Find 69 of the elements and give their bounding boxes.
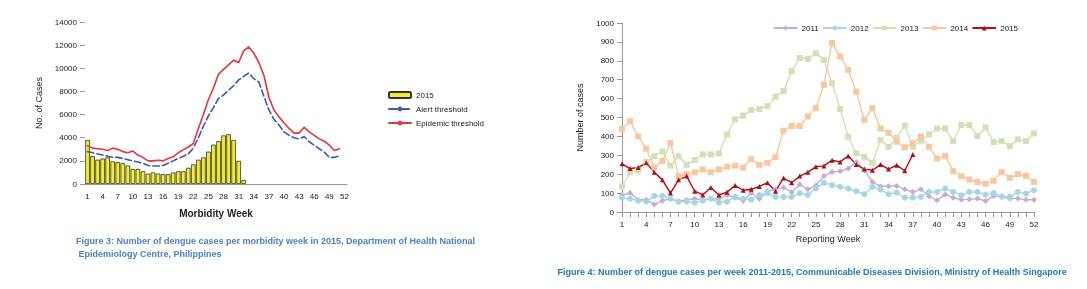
x-tick-label: 37 — [264, 191, 274, 201]
x-tick-label: 43 — [956, 219, 967, 229]
legend-label: 2011 — [801, 23, 820, 33]
x-tick-label: 28 — [219, 191, 229, 201]
y-tick-label: 800 — [600, 56, 615, 66]
y-tick-label: 600 — [600, 94, 615, 104]
y-tick-label: 0 — [609, 207, 615, 217]
x-tick-label: 22 — [787, 219, 797, 229]
legend-label: 2012 — [850, 23, 870, 33]
x-tick-label: 7 — [115, 191, 121, 201]
y-tick-label: 6000 — [59, 110, 78, 120]
x-tick-label: 31 — [859, 219, 870, 229]
x-tick-label: 16 — [738, 219, 749, 229]
caption: Figure 4: Number of dengue cases per week 2011-2015, Communicable Diseases Division, Ministry of Health Singapore — [557, 266, 1067, 277]
x-tick-label: 13 — [143, 191, 153, 201]
x-tick-label: 52 — [340, 191, 350, 201]
x-tick-label: 34 — [249, 191, 259, 201]
y-tick-label: 4000 — [59, 133, 78, 143]
legend-label: Alert threshold — [416, 104, 468, 114]
x-tick-label: 46 — [309, 191, 320, 201]
legend-label: Epidemic threshold — [416, 118, 485, 128]
y-tick-label: 400 — [600, 131, 615, 141]
x-tick-label: 28 — [835, 219, 846, 229]
x-tick-label: 19 — [173, 191, 184, 201]
x-tick-label: 1 — [85, 191, 91, 201]
x-tick-label: 25 — [811, 219, 821, 229]
x-tick-label: 40 — [279, 191, 290, 201]
y-tick-label: 2000 — [59, 156, 78, 166]
x-tick-label: 16 — [158, 191, 169, 201]
y-tick-label: 10000 — [54, 63, 78, 73]
y-tick-label: 300 — [600, 150, 615, 160]
x-tick-label: 10 — [690, 219, 700, 229]
legend-label: 2015 — [416, 90, 435, 100]
y-tick-label: 100 — [600, 188, 615, 198]
x-tick-label: 49 — [324, 191, 335, 201]
x-tick-label: 31 — [234, 191, 244, 201]
y-tick-label: 1000 — [596, 18, 615, 28]
x-axis-title: Morbidity Week — [179, 207, 254, 219]
y-tick-label: 14000 — [54, 17, 78, 27]
x-tick-label: 46 — [981, 219, 991, 229]
y-tick-label: 700 — [600, 75, 615, 85]
x-axis-title: Reporting Week — [795, 233, 861, 244]
x-tick-label: 7 — [668, 219, 674, 229]
x-tick-label: 10 — [128, 191, 138, 201]
x-tick-label: 37 — [908, 219, 918, 229]
y-axis-title: Number of cases — [574, 82, 585, 152]
y-tick-label: 200 — [600, 169, 615, 179]
x-tick-label: 22 — [188, 191, 199, 201]
legend-label: 2015 — [1000, 23, 1019, 33]
caption: Figure 3: Number of dengue cases per morbidity week in 2015, Department of Health National Epidemiology Centre, Philippines — [76, 235, 476, 259]
x-tick-label: 1 — [619, 219, 625, 229]
y-tick-label: 0 — [72, 179, 78, 189]
x-tick-label: 13 — [714, 219, 724, 229]
x-tick-label: 4 — [644, 219, 650, 229]
y-tick-label: 500 — [600, 113, 615, 122]
legend-label: 2014 — [950, 23, 969, 33]
y-tick-label: 8000 — [59, 86, 78, 96]
x-tick-label: 52 — [1029, 219, 1039, 229]
x-tick-label: 25 — [203, 191, 214, 201]
legend-label: 2013 — [900, 23, 919, 33]
y-axis-title: No. of Cases — [33, 76, 44, 130]
y-tick-label: 900 — [600, 37, 615, 47]
x-tick-label: 40 — [932, 219, 943, 229]
x-tick-label: 49 — [1005, 219, 1015, 229]
x-tick-label: 19 — [762, 219, 773, 229]
y-tick-label: 12000 — [54, 40, 78, 50]
x-tick-label: 4 — [100, 191, 106, 201]
x-tick-label: 43 — [294, 191, 305, 201]
x-tick-label: 34 — [884, 219, 894, 229]
